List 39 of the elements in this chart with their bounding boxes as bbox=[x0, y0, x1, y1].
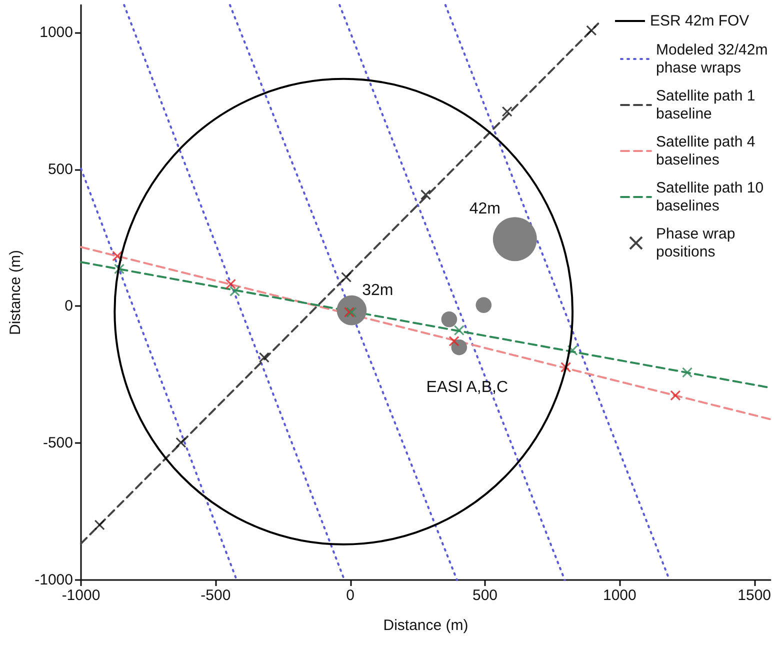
point bbox=[258, 352, 270, 363]
point bbox=[420, 189, 432, 200]
x-tick-label: -500 bbox=[200, 587, 231, 604]
x-tick-label: 1500 bbox=[738, 587, 772, 604]
point bbox=[586, 25, 597, 36]
point bbox=[112, 250, 123, 262]
y-tick-label: 1000 bbox=[40, 24, 73, 41]
legend-label: Satellite path 1 baseline bbox=[656, 88, 760, 122]
point bbox=[567, 344, 578, 356]
point bbox=[340, 272, 352, 282]
annotation: 32m bbox=[362, 282, 394, 299]
y-tick-label: -1000 bbox=[34, 572, 73, 588]
y-tick-label: 0 bbox=[64, 298, 73, 315]
point bbox=[454, 324, 464, 336]
point bbox=[670, 390, 681, 401]
annotation: EASI A,B,C bbox=[426, 378, 508, 396]
point bbox=[176, 437, 186, 448]
x-tick-label: -1000 bbox=[62, 587, 100, 604]
x-tick-label: 1000 bbox=[602, 587, 636, 604]
legend-label: Modeled 32/42m phase wraps bbox=[656, 42, 772, 76]
point bbox=[114, 264, 125, 274]
point bbox=[502, 106, 512, 117]
annotation: ESR 42m FOV bbox=[650, 12, 750, 30]
legend-label: Satellite path 10 baselines bbox=[656, 180, 768, 214]
legend-label: Phase wrap positions bbox=[656, 226, 740, 260]
y-tick-label: -500 bbox=[42, 434, 73, 452]
x-tick-label: 0 bbox=[346, 587, 355, 604]
point bbox=[682, 367, 693, 378]
y-axis-title: Distance (m) bbox=[7, 250, 24, 336]
legend-label: Satellite path 4 baselines bbox=[656, 134, 760, 168]
point bbox=[448, 336, 460, 347]
point bbox=[229, 286, 240, 296]
point bbox=[225, 278, 236, 290]
point bbox=[94, 520, 105, 530]
point bbox=[560, 362, 572, 373]
x-axis-title: Distance (m) bbox=[383, 617, 468, 634]
annotation: 42m bbox=[469, 200, 500, 218]
y-tick-label: 500 bbox=[48, 160, 73, 178]
x-tick-label: 500 bbox=[472, 587, 498, 604]
